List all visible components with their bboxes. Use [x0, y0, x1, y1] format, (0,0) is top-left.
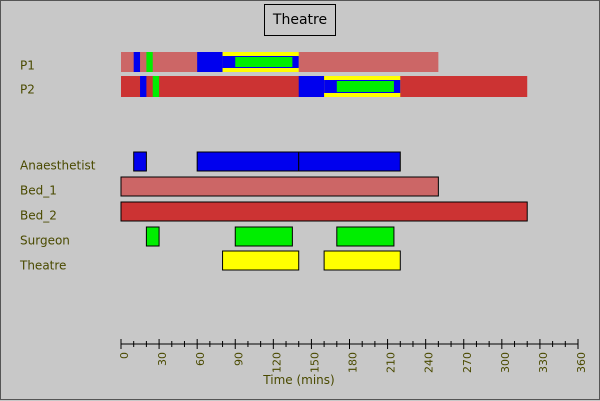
- patient-label-p1: P1: [20, 59, 35, 73]
- resource-label-anaesthetist: Anaesthetist: [20, 159, 96, 173]
- resource-theatre-bar: [222, 250, 300, 271]
- resource-surgeon-bar: [336, 226, 395, 247]
- chart-title: Theatre: [264, 4, 336, 36]
- resource-label-bed-2: Bed_2: [20, 209, 57, 223]
- x-tick-label: 180: [347, 352, 360, 373]
- patient-p1-surgeon-bar: [146, 52, 153, 72]
- x-tick-label: 120: [270, 352, 283, 373]
- x-tick-label: 60: [194, 352, 207, 366]
- x-tick-label: 330: [537, 352, 550, 373]
- patient-p1-anaesthetist-bar: [197, 52, 223, 72]
- x-tick-label: 240: [423, 352, 436, 373]
- x-tick-label: 0: [118, 352, 131, 359]
- x-tick-label: 300: [499, 352, 512, 373]
- x-tick-label: 360: [575, 352, 588, 373]
- patient-label-p2: P2: [20, 83, 35, 97]
- resource-anaesthetist-bar: [133, 151, 147, 172]
- resource-label-bed-1: Bed_1: [20, 184, 57, 198]
- x-tick-label: 90: [232, 352, 245, 366]
- x-axis-title: Time (mins): [262, 373, 334, 387]
- x-tick-label: 210: [385, 352, 398, 373]
- resource-anaesthetist-bar: [196, 151, 300, 172]
- resource-label-theatre: Theatre: [19, 259, 66, 273]
- x-tick-label: 150: [308, 352, 321, 373]
- resource-surgeon-bar: [234, 226, 293, 247]
- x-tick-label: 270: [461, 352, 474, 373]
- patient-p2-surgeon-bar: [152, 76, 160, 97]
- resource-label-surgeon: Surgeon: [20, 234, 70, 248]
- resource-bed-1-bar: [120, 176, 439, 197]
- patient-p2-surgeon-bar: [336, 81, 394, 92]
- resource-anaesthetist-bar: [298, 151, 401, 172]
- patient-p2-anaesthetist-bar: [298, 76, 325, 97]
- resource-surgeon-bar: [145, 226, 160, 247]
- resource-bed-2-bar: [120, 201, 528, 222]
- patient-p1-anaesthetist-bar: [133, 52, 141, 72]
- x-tick-label: 30: [156, 352, 169, 366]
- patient-p2-anaesthetist-bar: [140, 76, 147, 97]
- patient-p1-surgeon-bar: [235, 57, 293, 67]
- resource-theatre-bar: [323, 250, 401, 271]
